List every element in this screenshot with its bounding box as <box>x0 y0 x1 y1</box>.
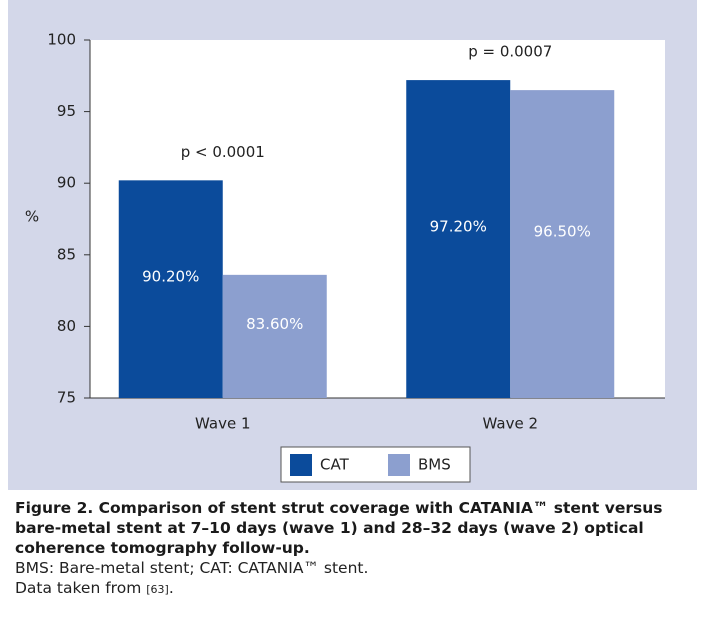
y-tick-label: 75 <box>57 389 76 407</box>
y-tick-label: 100 <box>47 31 76 49</box>
legend-box <box>280 446 471 483</box>
caption-note: BMS: Bare-metal stent; CAT: CATANIA™ ste… <box>15 559 369 577</box>
value-label: 97.20% <box>430 218 487 236</box>
reference: [63] <box>146 583 169 596</box>
value-label: 90.20% <box>142 268 199 286</box>
chart: % 75 80 85 90 95 100 Wave 1 90.20% 83.60% p < 0.0… <box>25 31 665 483</box>
x-tick-label: Wave 1 <box>195 415 250 433</box>
bar <box>118 180 223 398</box>
y-tick-label: 95 <box>57 102 76 120</box>
x-tick-label: Wave 2 <box>483 415 538 433</box>
value-label: 83.60% <box>246 315 303 333</box>
caption: Figure 2. Comparison of stent strut cove… <box>8 492 697 624</box>
legend-swatch <box>290 454 312 476</box>
y-tick-label: 90 <box>57 174 76 192</box>
bar <box>510 90 615 399</box>
y-axis-label: % <box>25 208 39 226</box>
y-tick-label: 85 <box>57 245 76 263</box>
value-label: 96.50% <box>534 223 591 241</box>
source-text: Data taken from <box>15 579 142 597</box>
caption-source: Data taken from [63]. <box>15 578 690 600</box>
bar <box>222 274 327 398</box>
caption-title: Figure 2. Comparison of stent strut cove… <box>15 499 663 557</box>
y-tick-label: 80 <box>57 317 76 335</box>
bar <box>406 80 511 398</box>
annotation: p < 0.0001 <box>181 143 265 161</box>
legend-label: CAT <box>320 456 350 474</box>
legend-swatch <box>388 454 410 476</box>
legend-label: BMS <box>418 456 451 474</box>
source-end: . <box>168 579 174 597</box>
annotation: p = 0.0007 <box>468 43 552 61</box>
